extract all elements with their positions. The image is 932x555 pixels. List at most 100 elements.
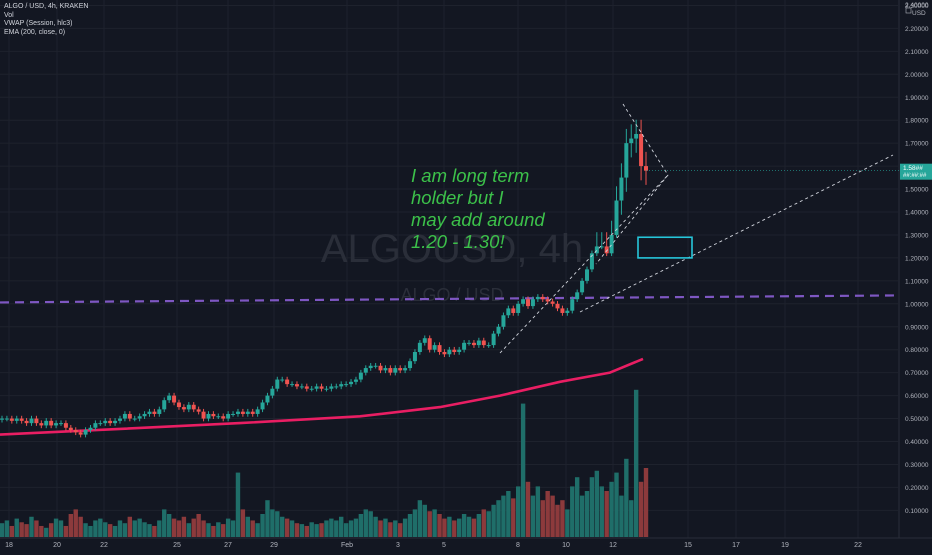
volume-bar (545, 491, 550, 537)
x-tick-label: 29 (270, 542, 278, 549)
candle-body (383, 368, 388, 371)
volume-bar (137, 518, 142, 537)
candle-body (44, 420, 49, 426)
candle-body (196, 409, 201, 412)
volume-bar (614, 472, 619, 537)
candle-body (511, 308, 516, 313)
annotation-line: may add around (411, 209, 545, 230)
candle-body (235, 411, 240, 414)
candle-body (550, 301, 555, 304)
candles (0, 119, 648, 438)
legend-ema[interactable]: EMA (200, close, 0) (4, 28, 66, 36)
legend-symbol[interactable]: ALGO / USD, 4h, KRAKEN (4, 3, 89, 10)
candle-body (457, 349, 462, 352)
triangle-drawing[interactable] (595, 103, 669, 265)
volume-bar (501, 495, 506, 537)
volume-bar (594, 470, 600, 537)
y-tick-label: 1.10000 (905, 278, 929, 285)
trendline-lower[interactable] (499, 174, 669, 354)
currency-label[interactable]: USD (912, 10, 926, 17)
x-tick-label: 15 (684, 542, 692, 549)
volume-bar (550, 495, 555, 537)
candle-body (127, 413, 132, 419)
volume-bar (511, 498, 516, 537)
y-tick-label: 2.10000 (905, 49, 929, 56)
candle-body (54, 423, 59, 426)
candle-body (58, 423, 63, 425)
volume-bar (452, 520, 457, 537)
volume-bar (599, 486, 604, 537)
volume-bar (299, 524, 305, 537)
y-tick-label: 1.50000 (905, 187, 929, 194)
target-zone-box[interactable] (637, 236, 693, 259)
candle-body (304, 386, 309, 389)
volume-bars (0, 389, 649, 537)
last-price-badge[interactable] (900, 163, 932, 180)
candle-body (555, 303, 560, 309)
volume-bar (73, 509, 78, 537)
x-tick-label: 18 (5, 542, 13, 549)
candle-body (334, 386, 339, 388)
volume-bar (619, 495, 624, 537)
candle-body (427, 338, 432, 350)
annotation-text[interactable]: I am long term holder but I may add arou… (411, 165, 545, 253)
volume-bar (353, 518, 359, 537)
volume-bar (589, 477, 595, 537)
candle-body (589, 253, 594, 270)
volume-bar (211, 525, 216, 537)
candle-body (216, 416, 221, 418)
candle-body (39, 423, 44, 426)
candle-body (63, 423, 68, 428)
x-tick-label: 5 (442, 542, 446, 549)
legend-volume[interactable]: Vol (4, 11, 14, 19)
x-tick-label: 8 (516, 542, 520, 549)
volume-bar (265, 500, 270, 537)
volume-bar (339, 516, 344, 537)
volume-bar (78, 516, 83, 537)
trendline-upper[interactable] (579, 154, 894, 313)
candle-body (255, 409, 260, 414)
candle-body (245, 411, 250, 414)
legend-vwap[interactable]: VWAP (Session, hlc3) (4, 20, 73, 28)
candle-body (191, 404, 196, 410)
volume-bar (427, 511, 432, 537)
candle-body (521, 299, 526, 304)
candle-body (176, 402, 181, 408)
candle-body (344, 384, 349, 386)
volume-bar (515, 486, 521, 537)
candle-body (250, 411, 255, 414)
candle-body (103, 420, 108, 424)
candle-body (599, 246, 604, 248)
volume-bar (225, 518, 231, 537)
y-tick-label: 1.90000 (905, 95, 929, 102)
volume-bar (481, 509, 486, 537)
settings-icon[interactable] (905, 7, 912, 14)
volume-bar (520, 403, 526, 537)
candle-body (624, 143, 629, 178)
volume-bar (166, 514, 172, 537)
candle-body (221, 416, 226, 419)
candle-body (604, 246, 609, 254)
volume-bar (629, 500, 634, 537)
candle-body (137, 416, 142, 419)
volume-bar (319, 523, 324, 537)
volume-bar (422, 504, 427, 537)
candle-body (368, 365, 373, 369)
candle-body (275, 379, 280, 389)
volume-bar (294, 523, 300, 537)
candle-body (309, 388, 314, 390)
volume-bar (525, 481, 531, 537)
watermark-description: ALGO / USD (400, 285, 503, 305)
volume-bar (471, 518, 477, 537)
volume-bar (0, 523, 5, 537)
volume-bar (83, 523, 88, 537)
volume-bar (314, 524, 319, 537)
volume-bar (461, 514, 467, 537)
candle-body (373, 365, 378, 367)
candle-body (447, 349, 452, 355)
candle-body (172, 395, 177, 403)
volume-bar (402, 518, 408, 537)
